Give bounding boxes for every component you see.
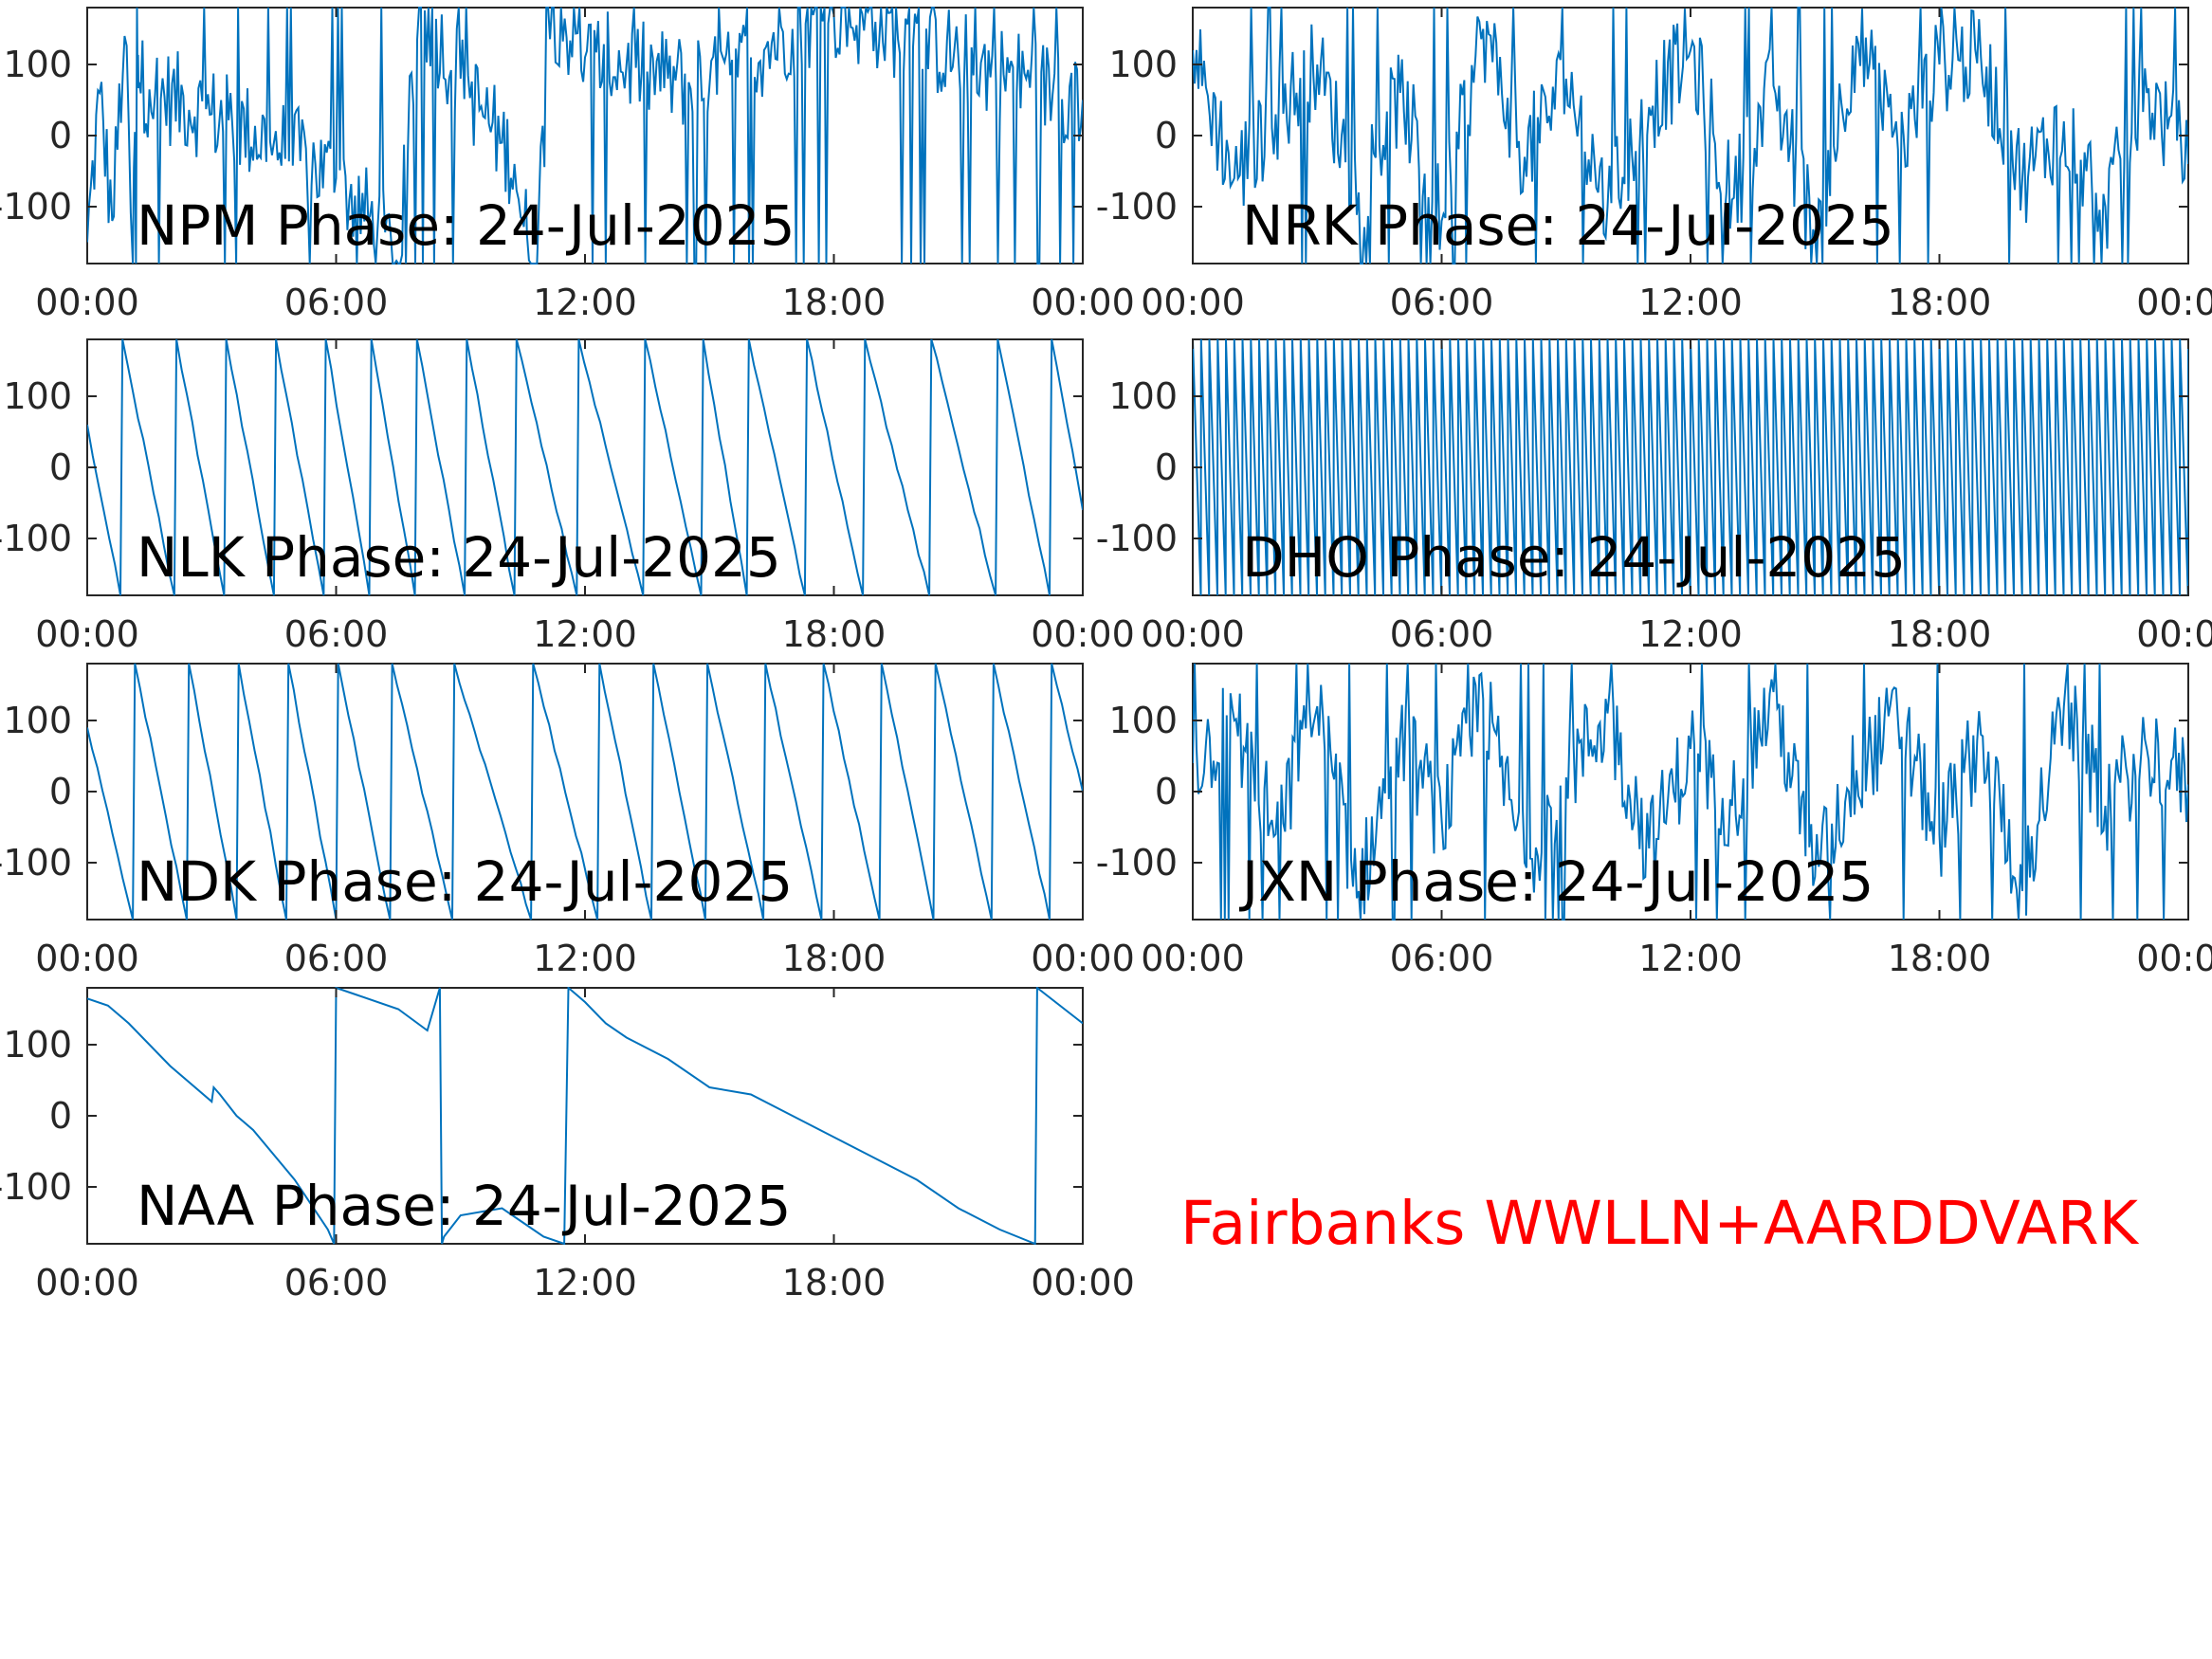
- x-tick-label: 00:00: [35, 938, 139, 979]
- figure-banner: Fairbanks WWLLN+AARDDVARK: [1180, 1189, 2140, 1258]
- series-line-0: [87, 663, 1083, 921]
- x-tick-label: 12:00: [533, 938, 637, 979]
- subplot-title: NRK Phase: 24-Jul-2025: [1242, 193, 1894, 258]
- axes-box: [86, 987, 1084, 1245]
- y-tick-label: -100: [0, 842, 72, 884]
- y-tick-label: 0: [49, 771, 72, 812]
- x-tick-label: 18:00: [1888, 282, 1992, 323]
- y-tick-label: -100: [1096, 518, 1178, 559]
- x-tick-label: 06:00: [284, 613, 389, 655]
- y-tick-label: 0: [49, 447, 72, 488]
- x-tick-label: 00:00: [35, 282, 139, 323]
- subplot-5: -100 0 100 00:00 06:00 12:00 18:00 00:00 JXN Pha…: [1096, 663, 2212, 979]
- y-tick-label: 100: [3, 700, 72, 741]
- series-line-0: [1193, 338, 2188, 596]
- subplot-title: NLK Phase: 24-Jul-2025: [137, 525, 781, 590]
- x-tick-label: 06:00: [284, 938, 389, 979]
- x-tick-label: 00:00: [35, 1262, 139, 1304]
- x-tick-label: 00:00: [2136, 282, 2212, 323]
- subplot-title: DHO Phase: 24-Jul-2025: [1242, 525, 1906, 590]
- subplot-3: -100 0 100 00:00 06:00 12:00 18:00 00:00 DHO Pha…: [1096, 338, 2212, 655]
- y-tick-label: 100: [1108, 375, 1178, 417]
- x-tick-label: 06:00: [284, 282, 389, 323]
- x-tick-label: 18:00: [782, 938, 887, 979]
- x-tick-label: 12:00: [533, 282, 637, 323]
- y-tick-label: 100: [1108, 44, 1178, 85]
- subplot-title: NPM Phase: 24-Jul-2025: [137, 193, 795, 258]
- y-tick-label: -100: [0, 186, 72, 228]
- subplot-0: -100 0 100 00:00 06:00 12:00 18:00 00:00 NPM Pha…: [0, 7, 1135, 323]
- subplot-6: -100 0 100 00:00 06:00 12:00 18:00 00:00 NAA Pha…: [0, 987, 1135, 1304]
- x-tick-label: 18:00: [1888, 938, 1992, 979]
- y-tick-label: 100: [3, 44, 72, 85]
- x-tick-label: 00:00: [1141, 938, 1245, 979]
- x-tick-label: 00:00: [2136, 613, 2212, 655]
- series-line-0: [87, 987, 1083, 1245]
- x-tick-label: 18:00: [782, 1262, 887, 1304]
- y-tick-label: -100: [0, 518, 72, 559]
- y-tick-label: -100: [1096, 842, 1178, 884]
- y-tick-label: -100: [1096, 186, 1178, 228]
- subplot-2: -100 0 100 00:00 06:00 12:00 18:00 00:00 NLK Pha…: [0, 338, 1135, 655]
- x-tick-label: 06:00: [1390, 938, 1494, 979]
- x-tick-label: 00:00: [1141, 613, 1245, 655]
- x-tick-label: 18:00: [1888, 613, 1992, 655]
- x-tick-label: 00:00: [1031, 1262, 1135, 1304]
- series-line-0: [87, 338, 1083, 596]
- x-tick-label: 00:00: [1031, 938, 1135, 979]
- y-tick-label: -100: [0, 1166, 72, 1208]
- series-line-0: [1193, 7, 2188, 264]
- x-tick-label: 12:00: [1638, 282, 1743, 323]
- y-tick-label: 100: [1108, 700, 1178, 741]
- x-tick-label: 00:00: [2136, 938, 2212, 979]
- x-tick-label: 18:00: [782, 282, 887, 323]
- subplot-4: -100 0 100 00:00 06:00 12:00 18:00 00:00 NDK Pha…: [0, 663, 1135, 979]
- y-tick-label: 0: [1155, 115, 1178, 156]
- x-tick-label: 06:00: [1390, 613, 1494, 655]
- y-tick-label: 100: [3, 375, 72, 417]
- y-tick-label: 0: [49, 1095, 72, 1137]
- subplot-title: JXN Phase: 24-Jul-2025: [1239, 849, 1874, 914]
- x-tick-label: 12:00: [533, 1262, 637, 1304]
- x-tick-label: 12:00: [533, 613, 637, 655]
- x-tick-label: 06:00: [284, 1262, 389, 1304]
- y-tick-label: 100: [3, 1024, 72, 1066]
- x-tick-label: 06:00: [1390, 282, 1494, 323]
- y-tick-label: 0: [1155, 771, 1178, 812]
- x-tick-label: 12:00: [1638, 613, 1743, 655]
- axes-box: [86, 7, 1084, 264]
- x-tick-label: 00:00: [1141, 282, 1245, 323]
- x-tick-label: 18:00: [782, 613, 887, 655]
- series-line-0: [1193, 663, 2188, 921]
- y-tick-label: 0: [49, 115, 72, 156]
- x-tick-label: 00:00: [35, 613, 139, 655]
- x-tick-label: 00:00: [1031, 282, 1135, 323]
- axes-box: [86, 663, 1084, 921]
- subplot-1: -100 0 100 00:00 06:00 12:00 18:00 00:00 NRK Pha…: [1096, 7, 2212, 323]
- subplot-title: NAA Phase: 24-Jul-2025: [137, 1174, 791, 1238]
- y-tick-label: 0: [1155, 447, 1178, 488]
- x-tick-label: 00:00: [1031, 613, 1135, 655]
- subplot-title: NDK Phase: 24-Jul-2025: [137, 849, 793, 914]
- subplots: -100 0 100 00:00 06:00 12:00 18:00 00:00 NPM Pha…: [0, 7, 2212, 1304]
- x-tick-label: 12:00: [1638, 938, 1743, 979]
- series-line-0: [87, 7, 1083, 264]
